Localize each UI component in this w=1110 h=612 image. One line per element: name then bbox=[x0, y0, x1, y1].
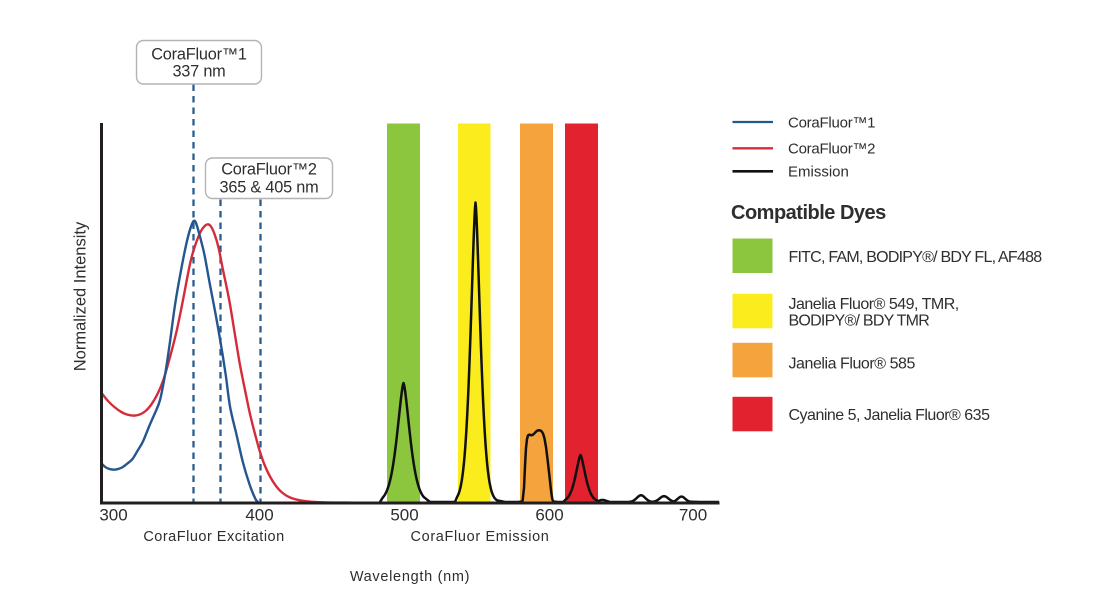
svg-text:Cyanine 5, Janelia Fluor® 635: Cyanine 5, Janelia Fluor® 635 bbox=[789, 407, 991, 424]
svg-text:CoraFluor™1: CoraFluor™1 bbox=[151, 46, 247, 64]
svg-text:365 & 405 nm: 365 & 405 nm bbox=[220, 179, 319, 197]
svg-text:337 nm: 337 nm bbox=[172, 63, 225, 81]
svg-text:Wavelength (nm): Wavelength (nm) bbox=[350, 569, 470, 585]
svg-text:FITC, FAM, BODIPY®/ BDY FL, AF: FITC, FAM, BODIPY®/ BDY FL, AF488 bbox=[789, 249, 1043, 266]
svg-text:500: 500 bbox=[390, 506, 418, 525]
svg-text:700: 700 bbox=[679, 506, 707, 525]
svg-text:CoraFluor Emission: CoraFluor Emission bbox=[410, 529, 549, 545]
svg-text:400: 400 bbox=[245, 506, 273, 525]
svg-text:CoraFluor™2: CoraFluor™2 bbox=[221, 161, 317, 179]
svg-text:600: 600 bbox=[535, 506, 563, 525]
svg-text:CoraFluor™1: CoraFluor™1 bbox=[788, 115, 875, 132]
svg-text:Janelia Fluor® 585: Janelia Fluor® 585 bbox=[789, 356, 916, 373]
svg-text:Normalized Intensity: Normalized Intensity bbox=[72, 221, 90, 371]
svg-text:Compatible Dyes: Compatible Dyes bbox=[731, 202, 886, 224]
svg-text:CoraFluor Excitation: CoraFluor Excitation bbox=[143, 529, 284, 545]
svg-text:300: 300 bbox=[99, 506, 127, 525]
svg-text:CoraFluor™2: CoraFluor™2 bbox=[788, 141, 875, 158]
svg-text:Janelia Fluor® 549, TMR,: Janelia Fluor® 549, TMR, bbox=[789, 296, 959, 313]
svg-text:Emission: Emission bbox=[788, 164, 849, 181]
svg-text:BODIPY®/ BDY TMR: BODIPY®/ BDY TMR bbox=[789, 312, 930, 329]
